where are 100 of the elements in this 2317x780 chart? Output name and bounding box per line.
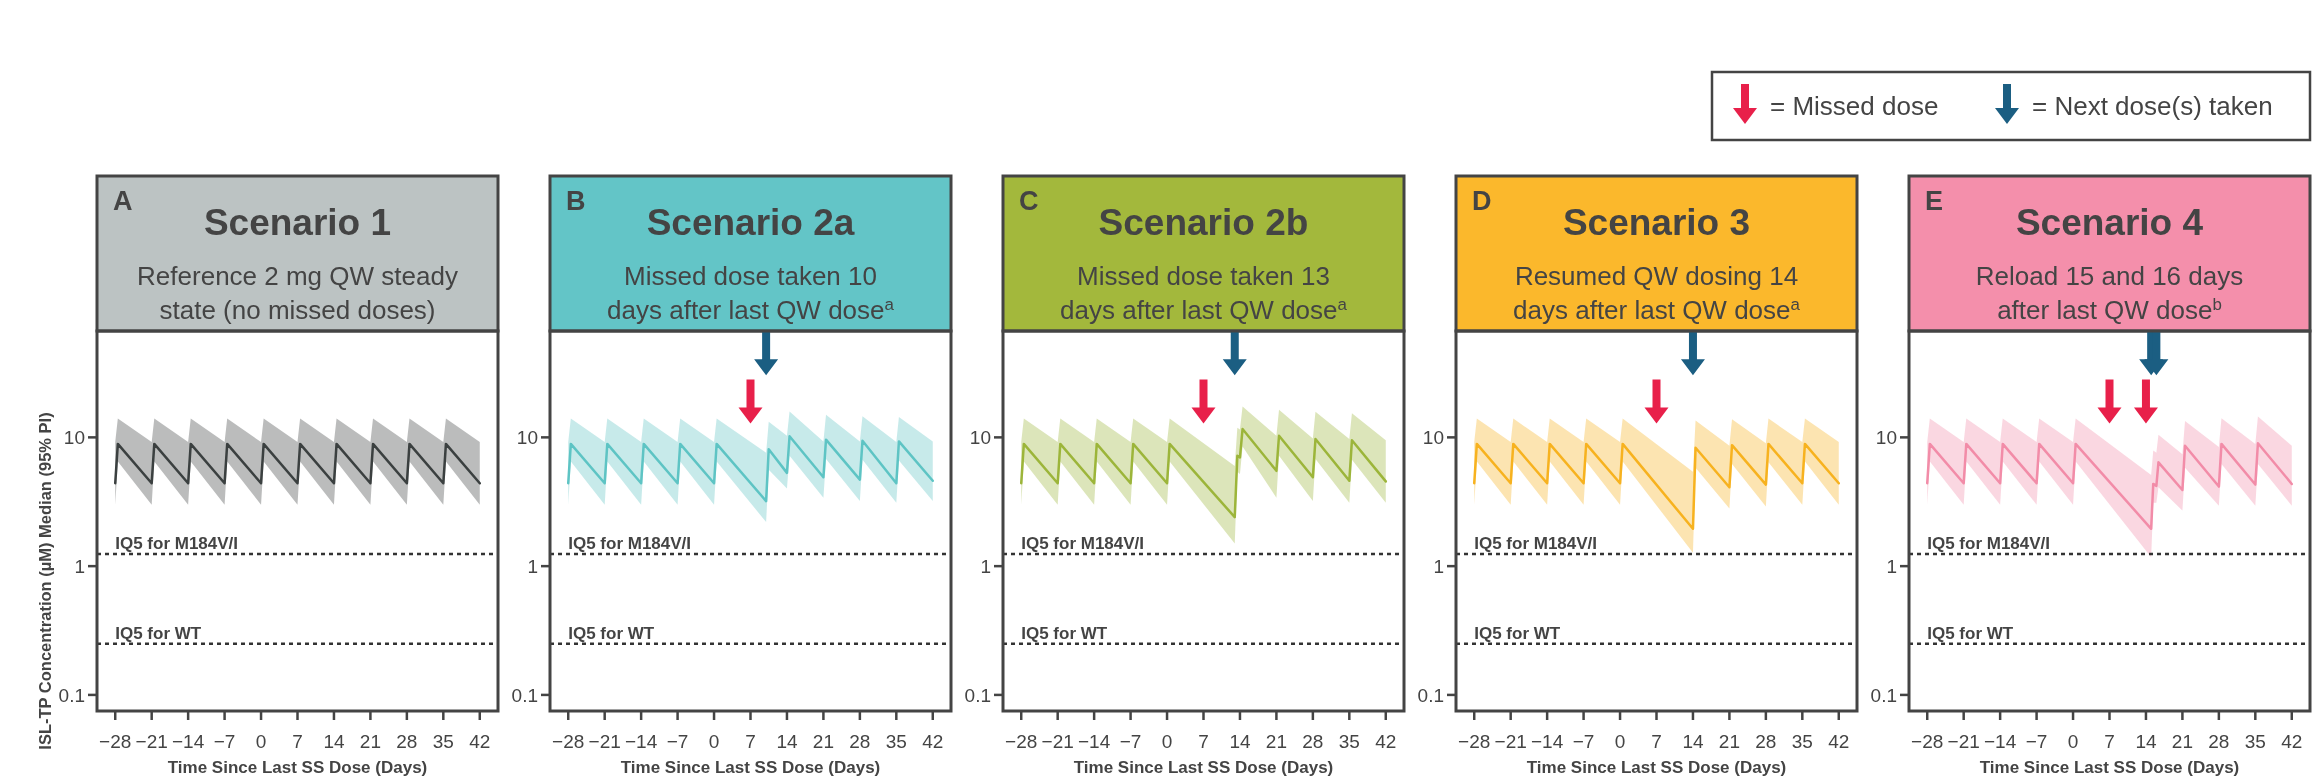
y-tick-label: 0.1 — [58, 684, 85, 706]
x-axis-title: Time Since Last SS Dose (Days) — [1526, 758, 1787, 777]
ref-line-label: IQ5 for WT — [1927, 623, 2014, 643]
x-tick-label: −21 — [588, 731, 621, 752]
y-tick-label: 10 — [1422, 427, 1444, 449]
x-tick-label: 14 — [2135, 731, 2157, 752]
x-tick-label: 21 — [1265, 731, 1287, 752]
x-tick-label: −28 — [1458, 731, 1491, 752]
text: = Next dose(s) taken — [2032, 91, 2273, 121]
y-tick-label: 1 — [1433, 556, 1444, 578]
ref-line-label: IQ5 for M184V/I — [115, 534, 239, 554]
line-series — [1925, 442, 2294, 531]
y-tick-label: 1 — [527, 556, 538, 578]
ref-line-label: IQ5 for M184V/I — [1927, 534, 2051, 554]
x-tick-label: 28 — [849, 731, 871, 752]
ref-line-label: IQ5 for WT — [115, 623, 202, 643]
x-tick-label: −7 — [2025, 731, 2048, 752]
x-tick-label: 7 — [2104, 731, 2115, 752]
x-tick-label: −28 — [1005, 731, 1038, 752]
y-tick-label: 10 — [1875, 427, 1897, 449]
chart-subtitle: Reference 2 mg QW steady state (no missed doses) — [137, 261, 458, 325]
y-tick-label: 0.1 — [511, 684, 538, 706]
x-tick-label: 35 — [2244, 731, 2266, 752]
x-tick-label: 21 — [1718, 731, 1740, 752]
y-tick-label: 1 — [1886, 556, 1897, 578]
x-tick-label: −21 — [135, 731, 168, 752]
x-tick-label: −14 — [1984, 731, 2017, 752]
line-series — [1019, 427, 1388, 519]
x-tick-label: 28 — [1755, 731, 1777, 752]
ref-line-label: IQ5 for M184V/I — [1021, 534, 1145, 554]
x-tick-label: 7 — [292, 731, 303, 752]
x-tick-label: 7 — [1198, 731, 1209, 752]
x-tick-label: −7 — [1572, 731, 1595, 752]
x-tick-label: 42 — [2281, 731, 2303, 752]
x-tick-label: 7 — [745, 731, 756, 752]
x-tick-label: 21 — [2171, 731, 2193, 752]
x-tick-label: 21 — [359, 731, 381, 752]
x-tick-label: 0 — [255, 731, 267, 752]
x-tick-label: −14 — [1078, 731, 1111, 752]
text: C — [1019, 186, 1039, 216]
text: = Missed dose — [1770, 91, 1939, 121]
x-tick-label: −28 — [99, 731, 132, 752]
y-tick-label: 10 — [969, 427, 991, 449]
x-tick-label: −28 — [552, 731, 585, 752]
x-tick-label: 35 — [1791, 731, 1813, 752]
text: B — [566, 186, 586, 216]
x-tick-label: 14 — [1229, 731, 1251, 752]
x-tick-label: 0 — [2067, 731, 2079, 752]
x-tick-label: −14 — [1531, 731, 1564, 752]
x-tick-label: −21 — [1041, 731, 1074, 752]
x-tick-label: 0 — [1161, 731, 1173, 752]
x-axis-title: Time Since Last SS Dose (Days) — [620, 758, 881, 777]
ref-line-label: IQ5 for WT — [1021, 623, 1108, 643]
x-tick-label: −28 — [1911, 731, 1944, 752]
chart-title: Scenario 2b — [1098, 202, 1309, 243]
y-tick-label: 10 — [63, 427, 85, 449]
chart-title: Scenario 3 — [1562, 202, 1751, 243]
x-tick-label: 28 — [2208, 731, 2230, 752]
x-axis-title: Time Since Last SS Dose (Days) — [167, 758, 428, 777]
x-tick-label: 42 — [469, 731, 491, 752]
x-tick-label: 14 — [1682, 731, 1704, 752]
x-tick-label: −7 — [666, 731, 689, 752]
x-tick-label: −7 — [213, 731, 236, 752]
y-tick-label: 0.1 — [964, 684, 991, 706]
text: D — [1472, 186, 1492, 216]
y-tick-label: 0.1 — [1417, 684, 1444, 706]
y-tick-label: 0.1 — [1870, 684, 1897, 706]
y-tick-label: 10 — [516, 427, 538, 449]
x-tick-label: 0 — [708, 731, 720, 752]
ref-line-label: IQ5 for WT — [1474, 623, 1561, 643]
x-tick-label: 14 — [323, 731, 345, 752]
chart-subtitle: Resumed QW dosing 14 days after last QW dose$^{a}$ — [1513, 261, 1801, 325]
x-tick-label: 28 — [1302, 731, 1324, 752]
line-series — [1472, 442, 1841, 531]
x-tick-label: −7 — [1119, 731, 1142, 752]
x-tick-label: −14 — [172, 731, 205, 752]
y-axis-title: ISL-TP Concentration (µM) Median (95% PI) — [36, 412, 54, 750]
ref-line-label: IQ5 for M184V/I — [1474, 534, 1598, 554]
chart-subtitle: Missed dose taken 10 days after last QW dose$^{a}$ — [607, 261, 895, 325]
x-tick-label: 0 — [1614, 731, 1626, 752]
x-tick-label: 35 — [885, 731, 907, 752]
text: E — [1925, 186, 1944, 216]
x-tick-label: 14 — [776, 731, 798, 752]
y-tick-label: 1 — [74, 556, 85, 578]
chart-subtitle: Missed dose taken 13 days after last QW dose$^{a}$ — [1060, 261, 1348, 325]
x-tick-label: 21 — [812, 731, 834, 752]
x-tick-label: 42 — [1375, 731, 1397, 752]
x-tick-label: 7 — [1651, 731, 1662, 752]
x-tick-label: 35 — [432, 731, 454, 752]
x-tick-label: −21 — [1494, 731, 1527, 752]
chart-title: Scenario 1 — [203, 202, 392, 243]
line-series — [566, 435, 935, 503]
x-tick-label: 35 — [1338, 731, 1360, 752]
x-tick-label: −14 — [625, 731, 658, 752]
ref-line-label: IQ5 for WT — [568, 623, 655, 643]
text: A — [113, 186, 133, 216]
x-axis-title: Time Since Last SS Dose (Days) — [1073, 758, 1334, 777]
x-tick-label: 42 — [1828, 731, 1850, 752]
x-axis-title: Time Since Last SS Dose (Days) — [1979, 758, 2240, 777]
x-tick-label: 42 — [922, 731, 944, 752]
